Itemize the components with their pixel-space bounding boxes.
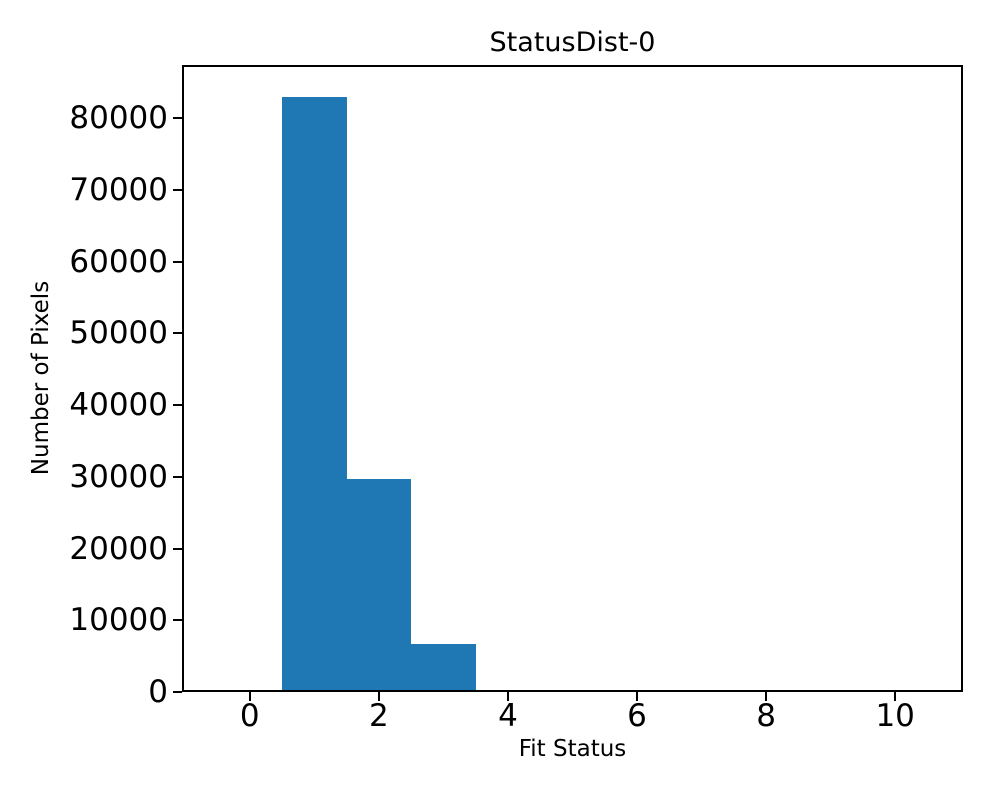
y-tick-mark bbox=[173, 260, 182, 263]
x-tick-mark bbox=[248, 692, 251, 701]
y-tick-label: 10000 bbox=[69, 602, 168, 639]
x-tick-label: 8 bbox=[756, 698, 776, 734]
x-tick-label: 4 bbox=[498, 698, 518, 734]
y-tick-label: 30000 bbox=[69, 458, 168, 495]
y-tick-mark bbox=[173, 404, 182, 406]
x-tick-mark bbox=[765, 692, 768, 701]
plot-area: 0 2 4 6 8 10 0 10000 20000 30000 40000 50000 60000 70… bbox=[69, 65, 963, 734]
y-tick-mark bbox=[173, 619, 182, 622]
y-tick-mark bbox=[173, 188, 182, 191]
histogram-bar bbox=[346, 478, 412, 692]
y-tick-label: 0 bbox=[148, 674, 168, 710]
y-tick-label: 70000 bbox=[69, 171, 168, 208]
x-tick-mark bbox=[636, 692, 638, 701]
x-tick-mark bbox=[507, 692, 509, 701]
y-tick-label: 40000 bbox=[69, 387, 168, 423]
y-tick-label: 80000 bbox=[69, 100, 168, 137]
histogram-bar bbox=[282, 96, 347, 692]
x-axis-label: Fit Status bbox=[518, 736, 627, 762]
y-axis-label: Number of Pixels bbox=[28, 280, 54, 476]
histogram-bar bbox=[411, 643, 476, 692]
x-tick-label: 6 bbox=[627, 698, 647, 734]
y-tick-mark bbox=[173, 332, 182, 335]
x-tick-label: 2 bbox=[369, 698, 389, 734]
chart-title: StatusDist-0 bbox=[489, 27, 656, 58]
x-tick-mark bbox=[377, 692, 380, 701]
y-tick-label: 60000 bbox=[69, 243, 168, 280]
x-tick-mark bbox=[894, 692, 897, 701]
x-tick-label: 0 bbox=[239, 698, 260, 734]
y-tick-mark bbox=[173, 475, 182, 478]
y-tick-mark bbox=[173, 117, 182, 120]
x-tick-label: 10 bbox=[875, 698, 915, 734]
y-tick-label: 50000 bbox=[69, 315, 168, 352]
y-tick-mark bbox=[173, 691, 182, 693]
y-tick-mark bbox=[173, 547, 182, 550]
y-tick-label: 20000 bbox=[69, 530, 168, 567]
